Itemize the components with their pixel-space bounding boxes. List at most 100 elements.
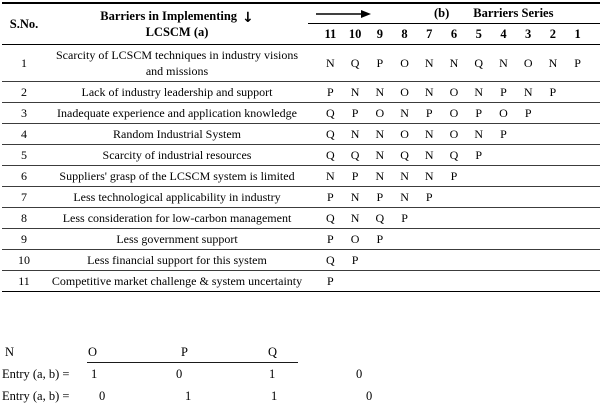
- value-cell: Q: [326, 147, 335, 162]
- value-cell: P: [376, 231, 384, 246]
- entry-value: 0: [99, 389, 106, 403]
- value-cell: N: [523, 84, 533, 99]
- sno-cell: 1: [21, 55, 27, 70]
- header-series-block: (b) Barriers Series 11 10 9 8 7 6 5 4 3 …: [308, 4, 600, 44]
- sno-cell: 5: [21, 147, 27, 162]
- value-cell: P: [327, 189, 334, 204]
- value-cell: P: [425, 105, 433, 120]
- values-cells: P N N O N O N P N P: [308, 82, 600, 102]
- barrier-cell: Less government support: [116, 232, 238, 246]
- value-cell: N: [375, 126, 385, 141]
- value-cell: P: [450, 168, 458, 183]
- value-cell: O: [400, 84, 409, 99]
- value-cell: Q: [326, 210, 335, 225]
- sno-cell: 7: [21, 189, 27, 204]
- value-cell: N: [449, 55, 459, 70]
- value-cell: O: [523, 55, 533, 70]
- series-column-header: 8: [401, 26, 408, 41]
- value-cell: Q: [400, 147, 409, 162]
- header-series-columns: 11 10 9 8 7 6 5 4 3 2 1: [308, 24, 600, 44]
- value-cell: N: [350, 189, 360, 204]
- value-cell: Q: [326, 126, 335, 141]
- values-cells: N P N N N P: [308, 166, 600, 186]
- value-cell: O: [400, 55, 409, 70]
- value-cell: N: [375, 84, 385, 99]
- sno-cell: 8: [21, 210, 27, 225]
- entry-value: 0: [366, 389, 373, 403]
- series-column-header: 9: [376, 26, 383, 41]
- value-cell: N: [499, 55, 508, 70]
- values-cells: Q P: [308, 250, 600, 270]
- header-b-label: (b): [434, 6, 450, 20]
- table-row: 1 Scarcity of LCSCM techniques in indust…: [2, 45, 600, 82]
- value-cell: P: [351, 252, 359, 267]
- value-cell: N: [375, 147, 385, 162]
- values-cells: P O P: [308, 229, 600, 249]
- table-row: 8 Less consideration for low-carbon mana…: [2, 208, 600, 229]
- value-cell: P: [351, 105, 359, 120]
- header-sno: S.No.: [9, 16, 39, 31]
- series-column-header: 7: [426, 26, 433, 41]
- legend-letter-o: O: [88, 345, 98, 359]
- value-cell: P: [500, 84, 507, 99]
- value-cell: O: [400, 126, 409, 141]
- header-barrier-line1: Barriers in Implementing ↓: [46, 8, 308, 26]
- values-cells: P N P N P: [308, 187, 600, 207]
- series-column-header: 11: [324, 26, 337, 41]
- table-row: 9 Less government support P O P: [2, 229, 600, 250]
- barrier-cell: Inadequate experience and application kn…: [57, 106, 297, 120]
- header-barrier-title: Barriers in Implementing ↓ LCSCM (a): [46, 4, 308, 44]
- header-barrier-line2: LCSCM (a): [145, 25, 209, 39]
- sno-cell: 6: [21, 168, 27, 183]
- series-column-header: 4: [500, 26, 507, 41]
- sno-cell: 4: [21, 126, 27, 141]
- value-cell: N: [350, 126, 360, 141]
- value-cell: N: [400, 105, 409, 120]
- value-cell: P: [327, 84, 334, 99]
- value-cell: P: [475, 147, 483, 162]
- values-cells: Q Q N Q N Q P: [308, 145, 600, 165]
- value-cell: N: [474, 126, 484, 141]
- entry-label: Entry (a, b) =: [2, 367, 70, 381]
- series-column-header: 3: [525, 26, 532, 41]
- entry-value: 0: [356, 367, 363, 381]
- entry-row: Entry (a, b) = 1 0 1 0: [2, 367, 600, 383]
- value-cell: P: [500, 126, 507, 141]
- value-cell: Q: [474, 55, 484, 70]
- table-row: 4 Random Industrial System Q N N O N O N…: [2, 124, 600, 145]
- series-column-header: 10: [348, 26, 362, 41]
- value-cell: Q: [350, 147, 360, 162]
- table-header: S.No. Barriers in Implementing ↓ LCSCM (a…: [2, 4, 600, 45]
- series-column-header: 1: [574, 26, 581, 41]
- values-cells: Q N Q P: [308, 208, 600, 228]
- legend-letter-p: P: [181, 345, 188, 359]
- value-cell: Q: [326, 252, 335, 267]
- legend-letter-q: Q: [268, 345, 278, 359]
- series-column-header: 6: [450, 26, 458, 41]
- barrier-cell: Suppliers' grasp of the LCSCM system is …: [59, 169, 295, 183]
- entry-row: Entry (a, b) = 0 1 1 0: [2, 389, 600, 405]
- value-cell: O: [449, 84, 459, 99]
- value-cell: O: [449, 105, 459, 120]
- header-series-label: Barriers Series: [473, 6, 554, 20]
- barrier-cell: Less technological applicability in indu…: [73, 190, 281, 204]
- sno-cell: 11: [18, 273, 30, 288]
- value-cell: Q: [449, 147, 459, 162]
- value-cell: O: [499, 105, 508, 120]
- value-cell: P: [475, 105, 483, 120]
- entry-value: 1: [269, 367, 276, 381]
- entry-legend: N O P Q Entry (a, b) = 1 0 1 0 Entry (a,…: [2, 345, 600, 409]
- value-cell: N: [350, 210, 360, 225]
- value-cell: N: [424, 168, 434, 183]
- values-cells: Q P O N P O P O P: [308, 103, 600, 123]
- value-cell: P: [425, 189, 433, 204]
- barrier-cell: Scarcity of LCSCM techniques in industry…: [56, 48, 298, 78]
- entry-value: 1: [91, 367, 98, 381]
- value-cell: P: [327, 273, 334, 288]
- sno-cell: 10: [18, 252, 30, 267]
- barrier-cell: Scarcity of industrial resources: [102, 148, 252, 162]
- value-cell: N: [424, 84, 434, 99]
- table-row: 2 Lack of industry leadership and suppor…: [2, 82, 600, 103]
- barrier-cell: Less financial support for this system: [87, 253, 267, 267]
